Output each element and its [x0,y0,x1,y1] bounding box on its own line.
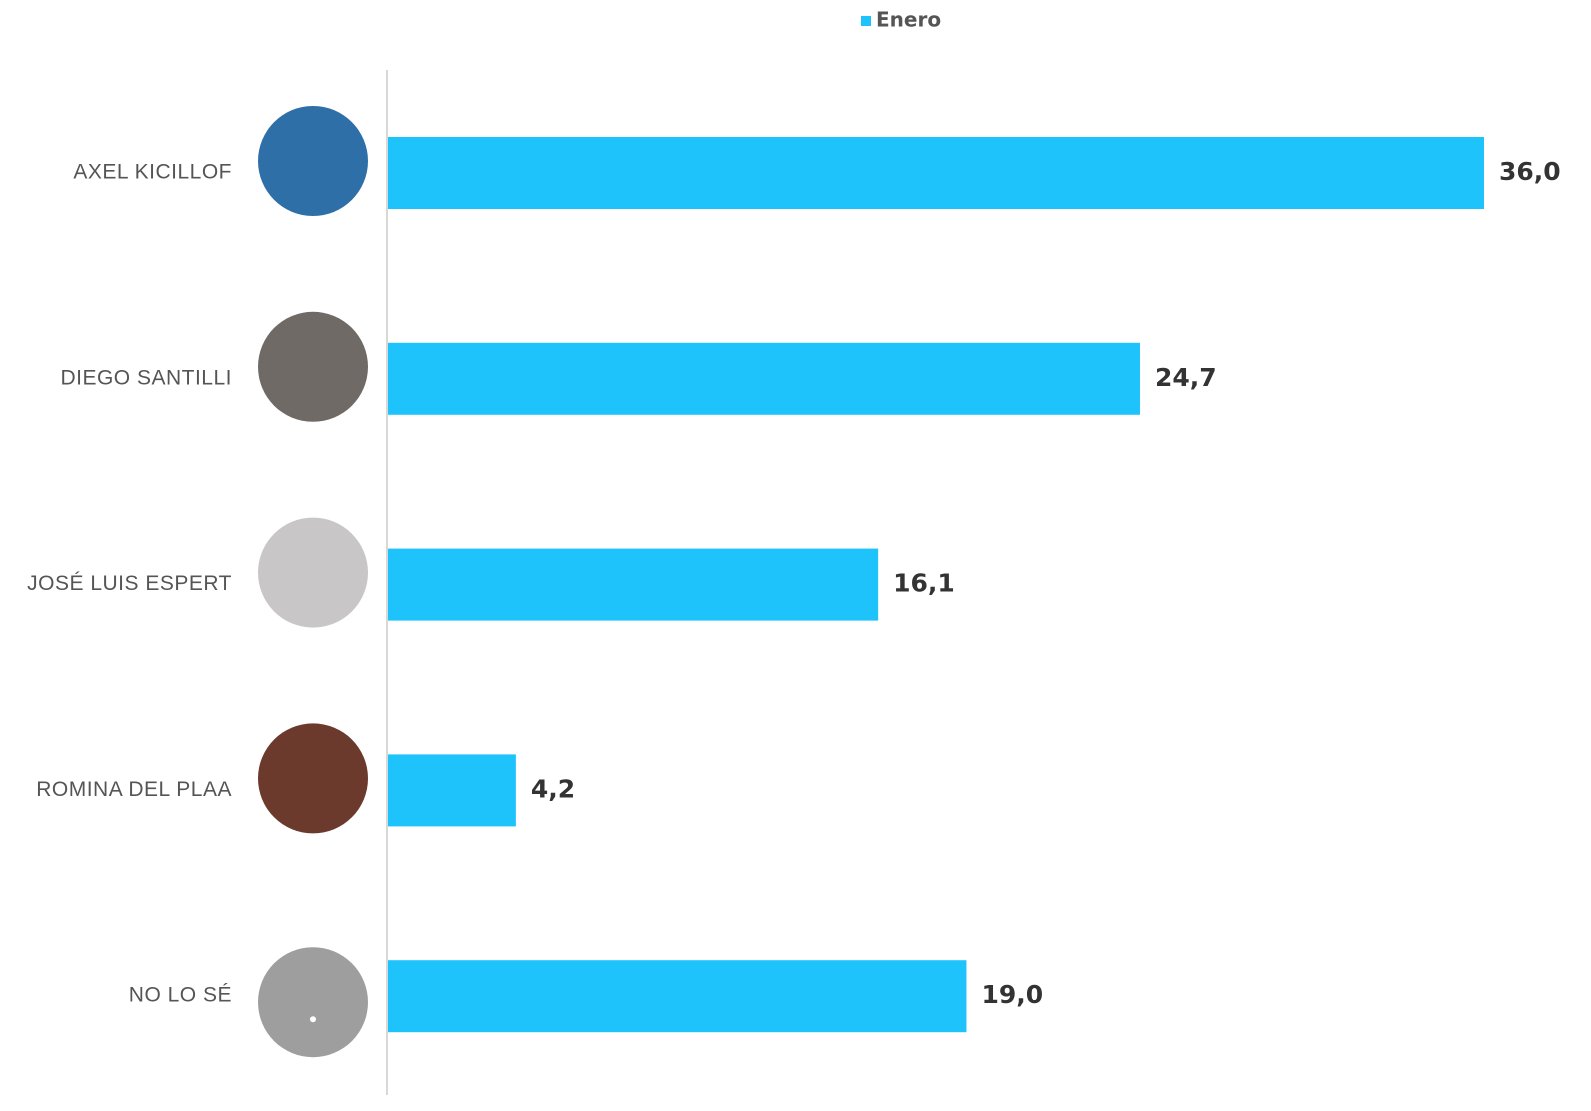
bar [388,342,1140,415]
category-label: JOSÉ LUIS ESPERT [27,572,232,595]
bar [388,548,879,621]
bar [388,137,1484,209]
category-label: AXEL KICILLOF [73,161,232,184]
question-dot [310,1016,316,1023]
avatar [258,517,368,628]
avatar [258,723,368,834]
category-label: DIEGO SANTILLI [60,366,232,389]
legend-swatch [861,16,871,26]
value-label: 19,0 [981,980,1043,1009]
legend-label: Enero [876,8,941,32]
category-label: NO LO SÉ [129,984,232,1007]
avatar [258,106,368,216]
bar [388,960,967,1033]
category-label: ROMINA DEL PLAA [36,778,232,801]
value-label: 4,2 [531,774,575,803]
avatar [258,947,368,1058]
value-label: 24,7 [1155,363,1217,392]
avatar [258,311,368,422]
value-label: 36,0 [1499,157,1561,186]
value-label: 16,1 [893,569,955,598]
bar [388,754,516,827]
